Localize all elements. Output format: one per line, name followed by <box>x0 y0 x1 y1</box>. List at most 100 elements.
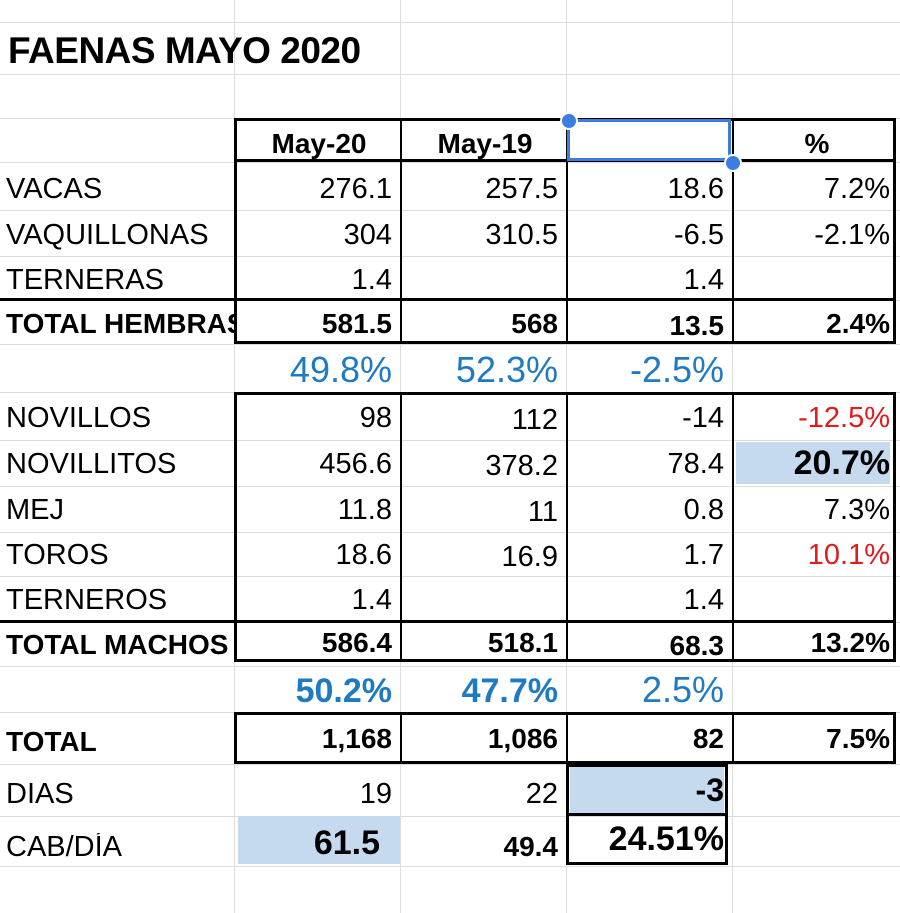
row-label: TERNEROS <box>6 586 168 615</box>
grid-row-line <box>0 74 900 75</box>
row-label: DIAS <box>6 780 74 809</box>
header-underline <box>234 159 896 162</box>
cell-pct: 13.2% <box>810 627 890 658</box>
highlight-cell-novillitos-pct <box>736 442 890 484</box>
cell-diff: -3 <box>695 772 724 808</box>
cell-may20: 61.5 <box>313 824 380 862</box>
cell-may19: 518.1 <box>487 627 558 658</box>
row-label: MEJ <box>6 496 64 525</box>
column-divider <box>732 392 734 662</box>
cell-may19: 1,086 <box>487 723 558 754</box>
grid-row-line <box>0 532 900 533</box>
share-diff: -2.5% <box>629 349 724 390</box>
column-divider <box>566 712 568 764</box>
cell-may20: 98 <box>359 402 392 434</box>
cell-may20: 1.4 <box>351 264 392 296</box>
column-divider <box>732 118 734 344</box>
row-label: NOVILLITOS <box>6 450 177 479</box>
cell-diff: 1.4 <box>683 264 724 296</box>
row-label: TOTAL HEMBRAS <box>6 310 234 338</box>
cell-may19: 378.2 <box>485 450 558 482</box>
cell-may20: 456.6 <box>319 448 392 480</box>
cell-diff: 13.5 <box>669 310 725 341</box>
grid-row-line <box>0 866 900 867</box>
cell-may20: 1.4 <box>351 584 392 616</box>
share-may20: 50.2% <box>295 672 392 710</box>
cell-diff: 78.4 <box>667 448 724 480</box>
grid-row-line <box>0 816 900 817</box>
row-label: CAB/DÍA <box>6 833 123 862</box>
cell-may20: 581.5 <box>321 308 392 339</box>
table-border-machos <box>234 392 896 662</box>
row-label: TOROS <box>6 541 109 570</box>
table-border-total <box>234 712 896 764</box>
total-hembras-top-border <box>0 298 896 301</box>
highlight-cell-cab-dia-may20 <box>238 816 400 864</box>
cell-may19: 568 <box>511 308 558 339</box>
selected-cell[interactable] <box>567 119 731 161</box>
grid-row-line <box>0 486 900 487</box>
grid-row-line <box>0 576 900 577</box>
grid-row-line <box>0 210 900 211</box>
cell-may20: 586.4 <box>321 627 392 658</box>
cell-may19: 310.5 <box>485 219 558 251</box>
cell-may20: 18.6 <box>335 539 392 571</box>
cell-pct: 7.3% <box>823 494 890 526</box>
column-divider <box>566 118 568 344</box>
cell-may20: 304 <box>343 219 392 251</box>
grid-row-line <box>0 666 900 667</box>
selection-handle-top-left[interactable] <box>560 112 578 130</box>
row-label: NOVILLOS <box>6 404 152 433</box>
cell-may20: 1,168 <box>321 723 392 754</box>
grid-row-line <box>0 344 900 345</box>
cell-pct: 7.2% <box>823 173 890 205</box>
row-label: VACAS <box>6 175 103 204</box>
cell-may19: 22 <box>525 778 558 810</box>
cell-diff: 1.7 <box>683 539 724 571</box>
cell-may20: 11.8 <box>337 494 392 526</box>
grid-row-line <box>0 162 900 163</box>
share-may20: 49.8% <box>289 349 392 390</box>
cell-diff: 82 <box>692 723 724 754</box>
cell-diff: 1.4 <box>683 584 724 616</box>
cell-diff: 68.3 <box>669 630 725 661</box>
column-divider <box>400 712 402 764</box>
cell-diff: 0.8 <box>683 494 724 526</box>
header-percent: % <box>804 128 830 159</box>
share-may19: 47.7% <box>461 672 558 710</box>
cell-may19: 49.4 <box>503 831 559 862</box>
cell-pct: -2.1% <box>814 219 890 251</box>
total-machos-top-border <box>0 620 896 623</box>
column-divider <box>400 118 402 344</box>
grid-row-line <box>0 22 900 23</box>
sheet-title: FAENAS MAYO 2020 <box>8 30 361 71</box>
row-label: TOTAL <box>6 728 97 756</box>
grid-row-line <box>0 440 900 441</box>
selection-handle-bottom-right[interactable] <box>724 154 742 172</box>
cell-may19: 257.5 <box>485 173 558 205</box>
cell-pct: 7.5% <box>826 723 890 754</box>
cell-may20: 276.1 <box>319 173 392 205</box>
cell-pct: 2.4% <box>826 308 890 339</box>
row-label: VAQUILLONAS <box>6 221 209 250</box>
cell-diff: -6.5 <box>674 219 724 251</box>
grid-row-line <box>0 764 900 765</box>
highlight-cell-dias-diff <box>570 766 724 814</box>
cell-may20: 19 <box>359 778 392 810</box>
header-may-19: May-19 <box>437 128 533 159</box>
column-divider <box>400 392 402 662</box>
cell-may19: 112 <box>511 404 558 436</box>
cell-diff: 18.6 <box>667 173 724 205</box>
header-may-20: May-20 <box>271 128 367 159</box>
share-diff: 2.5% <box>641 669 724 710</box>
cell-diff: -14 <box>682 402 724 434</box>
cell-pct: 10.1% <box>807 539 890 571</box>
row-label: TOTAL MACHOS <box>6 631 229 659</box>
cell-pct: 20.7% <box>793 444 890 482</box>
share-may19: 52.3% <box>455 349 558 390</box>
grid-row-line <box>0 256 900 257</box>
cell-may19: 16.9 <box>501 541 558 573</box>
border-cab-dia-diff <box>566 813 728 865</box>
column-divider <box>732 712 734 764</box>
row-label: TERNERAS <box>6 266 164 295</box>
